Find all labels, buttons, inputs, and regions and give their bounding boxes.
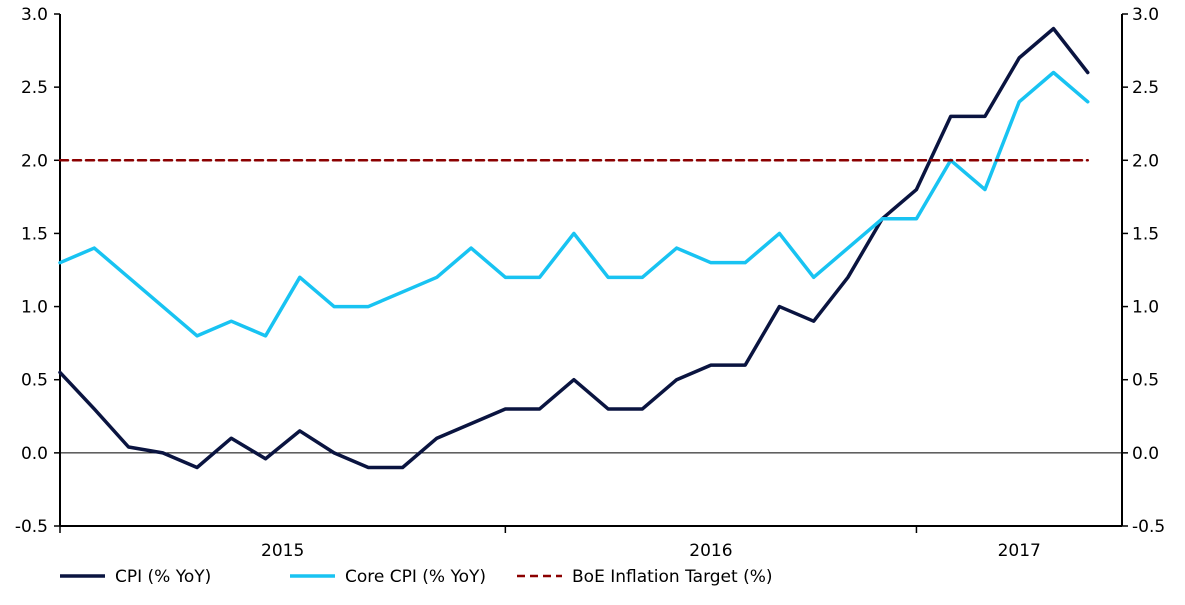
- x-axis-year-label: 2016: [689, 541, 732, 561]
- left-y-tick-label: 1.0: [21, 298, 48, 318]
- x-axis-year-label: 2015: [261, 541, 304, 561]
- right-y-tick-label: 2.5: [1132, 78, 1159, 98]
- left-y-tick-label: 1.5: [21, 224, 48, 244]
- left-y-tick-label: 3.0: [21, 5, 48, 25]
- left-y-tick-label: -0.5: [15, 517, 48, 537]
- left-y-tick-label: 2.5: [21, 78, 48, 98]
- legend-label: BoE Inflation Target (%): [572, 567, 773, 587]
- series-line-1: [58, 70, 1090, 338]
- right-y-tick-label: 1.0: [1132, 298, 1159, 318]
- right-y-tick-label: 3.0: [1132, 5, 1159, 25]
- right-y-tick-label: 1.5: [1132, 224, 1159, 244]
- x-axis-year-label: 2017: [998, 541, 1041, 561]
- left-y-tick-label: 2.0: [21, 151, 48, 171]
- series-line-0: [58, 26, 1090, 470]
- right-y-tick-label: 0.5: [1132, 371, 1159, 391]
- right-y-tick-label: -0.5: [1132, 517, 1165, 537]
- left-y-tick-label: 0.0: [21, 444, 48, 464]
- legend-label: Core CPI (% YoY): [345, 567, 486, 587]
- right-y-tick-label: 2.0: [1132, 151, 1159, 171]
- right-y-tick-label: 0.0: [1132, 444, 1159, 464]
- legend-label: CPI (% YoY): [115, 567, 211, 587]
- left-y-tick-label: 0.5: [21, 371, 48, 391]
